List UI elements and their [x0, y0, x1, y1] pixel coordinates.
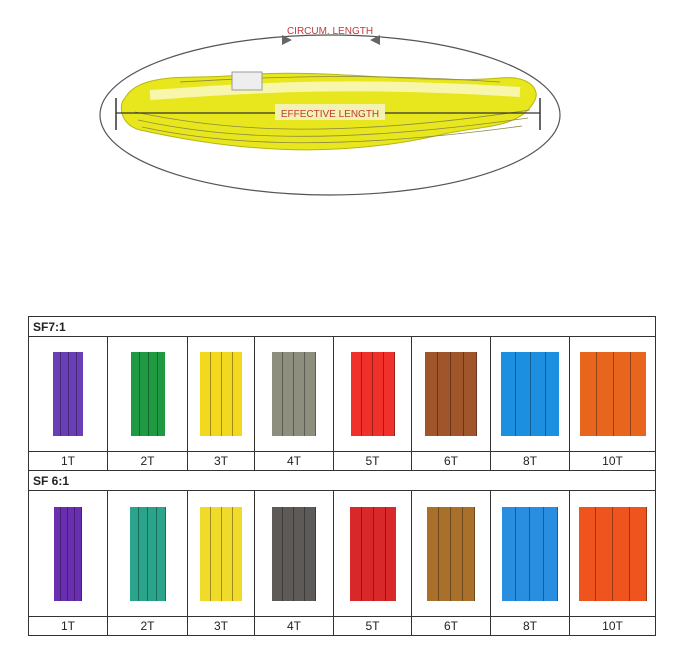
swatch-cell: [411, 336, 491, 452]
swatch-cell: [333, 336, 412, 452]
swatch-cell: [569, 490, 656, 617]
webbing-swatch: [272, 506, 316, 601]
round-sling-diagram: EFFECTIVE LENGTH CIRCUM. LENGTH: [99, 26, 561, 196]
capacity-label: 4T: [254, 451, 334, 471]
capacity-label: 3T: [187, 451, 255, 471]
sling-tag: [231, 71, 263, 91]
capacity-label: 10T: [569, 451, 656, 471]
arrow-right-icon: [282, 35, 292, 45]
webbing-swatch: [200, 506, 242, 601]
capacity-label: 4T: [254, 616, 334, 636]
swatch-cell: [28, 336, 108, 452]
sling-color-table: SF7:1 1T 2T 3T 4T 5T 6T 8T 10T SF 6:1 1T 2T 3T 4T 5T 6T…: [28, 316, 656, 636]
webbing-swatch: [350, 352, 395, 436]
webbing-swatch: [200, 352, 242, 436]
swatch-cell: [107, 490, 188, 617]
sling-stripes: [134, 76, 531, 144]
capacity-label: 5T: [333, 616, 412, 636]
capacity-label: 8T: [490, 451, 570, 471]
swatch-cell: [333, 490, 412, 617]
webbing-swatch: [130, 352, 165, 436]
effective-length-label: EFFECTIVE LENGTH: [281, 109, 379, 120]
capacity-label: 8T: [490, 616, 570, 636]
swatch-cell: [490, 490, 570, 617]
swatch-cell: [254, 336, 334, 452]
webbing-swatch: [129, 506, 166, 601]
swatch-cell: [187, 490, 255, 617]
swatch-cell: [569, 336, 656, 452]
webbing-swatch: [54, 506, 82, 601]
capacity-label: 1T: [28, 616, 108, 636]
section-title: SF 6:1: [28, 470, 656, 491]
webbing-swatch: [502, 506, 558, 601]
section-title: SF7:1: [28, 316, 656, 337]
swatch-cell: [28, 490, 108, 617]
webbing-swatch: [425, 352, 477, 436]
swatch-cell: [187, 336, 255, 452]
circum-length-label: CIRCUM. LENGTH: [287, 26, 373, 37]
swatch-cell: [107, 336, 188, 452]
webbing-swatch: [427, 506, 475, 601]
webbing-swatch: [501, 352, 559, 436]
webbing-swatch: [53, 352, 83, 436]
webbing-swatch: [578, 506, 647, 601]
capacity-label: 2T: [107, 616, 188, 636]
webbing-swatch: [272, 352, 316, 436]
swatch-cell: [490, 336, 570, 452]
swatch-cell: [254, 490, 334, 617]
capacity-label: 2T: [107, 451, 188, 471]
capacity-label: 5T: [333, 451, 412, 471]
circumference-ellipse: [99, 34, 561, 196]
webbing-swatch: [579, 352, 646, 436]
capacity-label: 3T: [187, 616, 255, 636]
capacity-label: 6T: [411, 451, 491, 471]
webbing-swatch: [349, 506, 396, 601]
capacity-label: 10T: [569, 616, 656, 636]
arrow-left-icon: [370, 35, 380, 45]
capacity-label: 6T: [411, 616, 491, 636]
swatch-cell: [411, 490, 491, 617]
capacity-label: 1T: [28, 451, 108, 471]
